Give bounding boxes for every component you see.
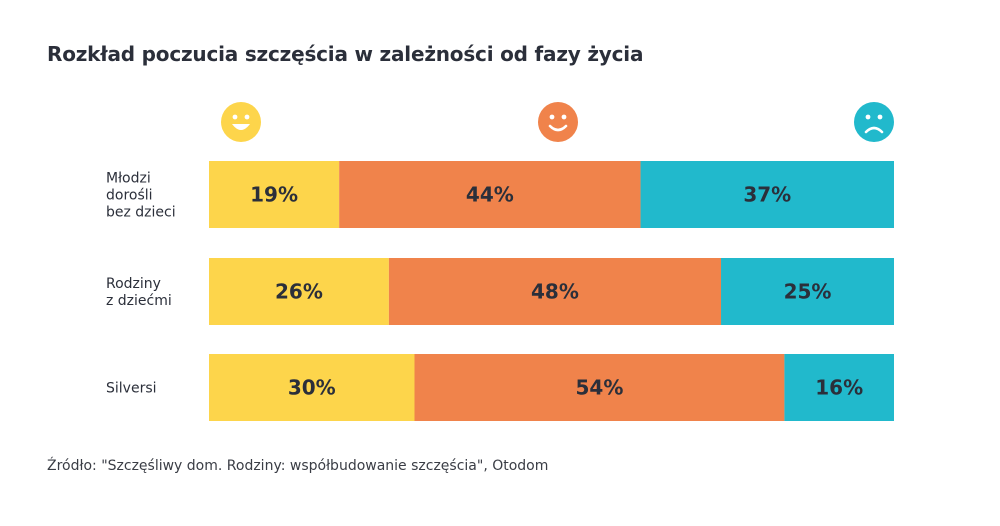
sad-face-icon: [854, 102, 894, 142]
bar-segment: [388, 258, 722, 325]
data-label: 48%: [531, 280, 579, 304]
data-label: 19%: [250, 183, 298, 207]
data-label: 25%: [784, 280, 832, 304]
data-label: 16%: [815, 376, 863, 400]
bar-segment: [640, 161, 894, 228]
bar-segment: [209, 354, 415, 421]
bar-segment: [784, 354, 894, 421]
bar-segment: [339, 161, 641, 228]
data-label: 44%: [466, 183, 514, 207]
bar-segment: [209, 258, 389, 325]
bar-segment: [721, 258, 894, 325]
data-label: 30%: [288, 376, 336, 400]
happy-face-icon: [538, 102, 578, 142]
category-label: Silversi: [106, 381, 157, 397]
data-label: 54%: [576, 376, 624, 400]
category-label: Młodzi dorośli bez dzieci: [106, 171, 176, 221]
bar-segment: [414, 354, 785, 421]
source-note: Źródło: "Szczęśliwy dom. Rodziny: współb…: [47, 458, 549, 474]
chart-title: Rozkład poczucia szczęścia w zależności …: [47, 42, 644, 66]
bar-segment: [209, 161, 340, 228]
very-happy-face-icon: [221, 102, 261, 142]
category-label: Rodziny z dziećmi: [106, 276, 172, 309]
data-label: 37%: [743, 183, 791, 207]
data-label: 26%: [275, 280, 323, 304]
